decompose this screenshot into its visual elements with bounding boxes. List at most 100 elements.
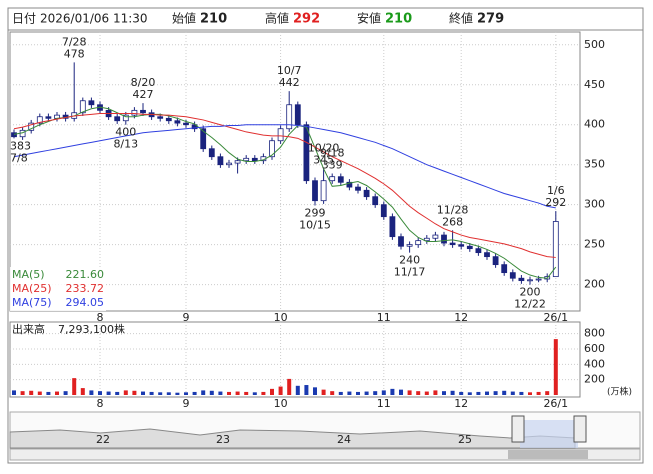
candle-body xyxy=(157,116,164,119)
x-tick-label: 9 xyxy=(183,311,190,324)
candle-body xyxy=(346,181,353,188)
candle-body xyxy=(251,157,258,162)
volume-bar xyxy=(407,390,412,395)
volume-tick-label: 400 xyxy=(584,357,605,370)
volume-bar xyxy=(201,390,206,395)
volume-bar xyxy=(184,392,188,395)
candle-body xyxy=(36,116,43,124)
volume-bar xyxy=(304,385,309,395)
navigator-handle-left[interactable] xyxy=(511,415,525,443)
annotation-value: 299 xyxy=(305,206,326,219)
candle-body xyxy=(114,116,121,122)
annotation-value: 292 xyxy=(545,196,566,209)
scrollbar[interactable] xyxy=(9,448,641,461)
volume-bar xyxy=(356,391,360,395)
volume-bar xyxy=(321,389,326,395)
candle-body xyxy=(355,186,361,191)
candle-body xyxy=(226,162,232,166)
volume-bar xyxy=(270,388,274,395)
candle-body xyxy=(312,180,318,202)
x-tick-label: 11 xyxy=(377,311,391,324)
volume-bar xyxy=(166,392,171,395)
annotation-date: 10/7 xyxy=(277,64,302,77)
y-tick-label: 200 xyxy=(584,278,605,291)
candle-body xyxy=(88,100,95,106)
ma-line xyxy=(13,106,557,279)
volume-bar xyxy=(459,391,464,395)
navigator-label: 25 xyxy=(458,433,472,446)
volume-bar xyxy=(72,378,77,395)
ma-line xyxy=(13,113,556,258)
y-tick-label: 400 xyxy=(584,118,605,131)
volume-bar xyxy=(502,390,507,395)
volume-bar xyxy=(545,391,550,395)
price-panel xyxy=(9,31,581,312)
annotation-date: 10/15 xyxy=(299,218,331,231)
frame xyxy=(7,7,644,464)
ma-legend-name: MA(5) xyxy=(12,268,45,281)
volume-bar xyxy=(209,390,214,395)
volume-total: 7,293,100株 xyxy=(58,322,125,336)
candle-body xyxy=(28,122,35,131)
volume-bar xyxy=(261,391,266,395)
y-tick-label: 350 xyxy=(584,158,605,171)
annotation-date: 8/20 xyxy=(131,76,156,89)
candle-body xyxy=(432,234,439,239)
volume-bar xyxy=(476,391,481,395)
volume-bar xyxy=(442,391,446,395)
close: 279 xyxy=(477,12,504,27)
candle-body xyxy=(320,180,327,202)
navigator-handle-right[interactable] xyxy=(573,415,587,443)
candle-body xyxy=(415,240,422,246)
candle-body xyxy=(363,189,370,198)
volume-bar xyxy=(390,388,395,395)
volume-bar xyxy=(450,390,455,395)
volume-bar xyxy=(192,391,197,395)
volume-bar xyxy=(347,391,352,395)
volume-bar xyxy=(89,390,94,395)
volume-bar xyxy=(98,391,102,395)
navigator-label: 22 xyxy=(96,433,110,446)
volume-bar xyxy=(123,390,128,395)
x-tick-label: 12 xyxy=(454,397,468,410)
candle-body xyxy=(372,196,379,206)
volume-bar xyxy=(399,389,403,395)
date-label: 日付 xyxy=(12,12,36,26)
volume-bar xyxy=(416,391,421,395)
x-tick-label: 26/1 xyxy=(543,397,568,410)
scrollbar-thumb[interactable] xyxy=(508,450,588,459)
navigator-label: 24 xyxy=(337,433,351,446)
volume-bar xyxy=(485,391,489,395)
candle-body xyxy=(423,237,430,242)
annotation-date: 10/20 xyxy=(308,142,340,155)
ma-legend-name: MA(25) xyxy=(12,282,52,295)
annotation-value: 400 xyxy=(115,126,136,139)
volume-bar xyxy=(330,391,335,395)
annotation-date: 12/22 xyxy=(514,298,546,311)
volume-bar xyxy=(295,385,300,395)
date: 2026/01/06 11:30 xyxy=(40,12,148,26)
volume-bar xyxy=(381,390,386,395)
volume-bar xyxy=(287,378,292,395)
x-tick-label: 11 xyxy=(377,397,391,410)
volume-bar xyxy=(12,390,16,395)
volume-panel xyxy=(9,321,581,398)
y-tick-label: 450 xyxy=(584,78,605,91)
low-label: 安値 xyxy=(357,11,381,26)
volume-bar xyxy=(55,391,59,395)
volume-bar xyxy=(252,392,257,395)
annotation-date: 7/8 xyxy=(10,151,28,164)
candle-body xyxy=(140,109,146,114)
candle-body xyxy=(509,272,516,279)
navigator-window[interactable] xyxy=(520,420,578,448)
volume-bar xyxy=(433,390,438,395)
volume-bar xyxy=(80,388,85,395)
candle-body xyxy=(200,128,207,150)
ma-legend-value: 233.72 xyxy=(66,282,105,295)
annotation-value: 383 xyxy=(10,139,31,152)
volume-bar xyxy=(115,391,120,395)
volume-bar xyxy=(63,391,68,395)
volume-bar xyxy=(158,392,163,395)
candle-body xyxy=(441,234,447,244)
annotation-value: 240 xyxy=(399,254,420,267)
